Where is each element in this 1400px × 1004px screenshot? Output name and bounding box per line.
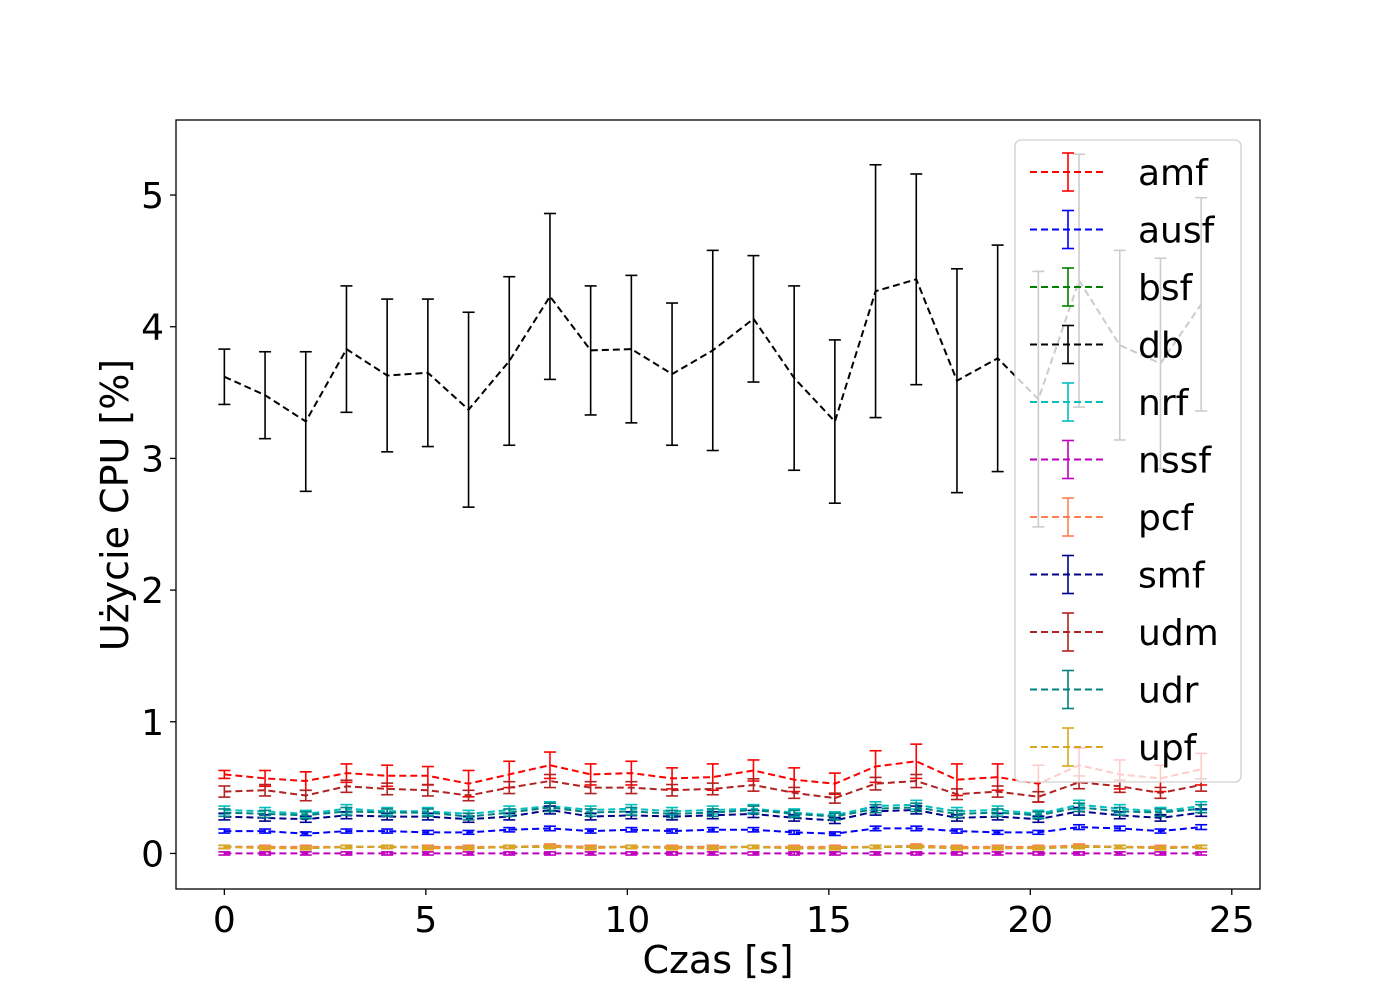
legend-label: pcf — [1138, 498, 1195, 539]
series-nssf — [218, 852, 1207, 855]
y-tick-label: 1 — [141, 703, 164, 744]
y-tick-label: 3 — [141, 439, 164, 480]
legend-label: udr — [1138, 671, 1199, 712]
legend-label: bsf — [1138, 268, 1194, 309]
legend-label: nrf — [1138, 383, 1190, 424]
legend-label: db — [1138, 326, 1184, 367]
series-upf — [218, 845, 1207, 849]
x-tick-label: 20 — [1007, 900, 1053, 941]
legend-label: smf — [1138, 556, 1206, 597]
y-axis-label: Użycie CPU [%] — [93, 359, 137, 651]
y-tick-label: 2 — [141, 571, 164, 612]
legend-label: amf — [1138, 153, 1209, 194]
legend-label: ausf — [1138, 211, 1216, 252]
x-tick-label: 15 — [806, 900, 852, 941]
legend-label: udm — [1138, 613, 1219, 654]
legend: amf ausf bsf db nrf nssf pcf smf udm udr upf — [1015, 140, 1241, 782]
x-tick-label: 10 — [604, 900, 650, 941]
x-axis-label: Czas [s] — [642, 938, 793, 982]
x-tick-label: 5 — [414, 900, 437, 941]
y-tick-label: 0 — [141, 834, 164, 875]
x-tick-label: 0 — [213, 900, 236, 941]
legend-label: upf — [1138, 728, 1198, 769]
legend-label: nssf — [1138, 441, 1212, 482]
x-tick-label: 25 — [1209, 900, 1255, 941]
y-tick-label: 5 — [141, 176, 164, 217]
series-ausf — [218, 825, 1207, 836]
y-tick-label: 4 — [141, 308, 164, 349]
